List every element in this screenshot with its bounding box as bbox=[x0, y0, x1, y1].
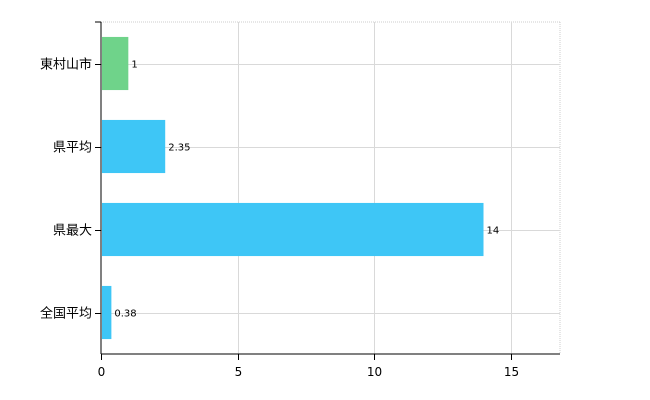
x-tick-label: 0 bbox=[98, 365, 106, 379]
data-label: 1 bbox=[131, 60, 137, 71]
gridlines bbox=[101, 21, 561, 354]
x-tick-label: 5 bbox=[235, 365, 243, 379]
tick-labels: 0 5 10 15 bbox=[95, 64, 519, 379]
bar bbox=[102, 36, 129, 91]
category-label: 県平均 bbox=[53, 141, 92, 156]
data-labels: 1 2.35 14 0.38 bbox=[114, 60, 499, 320]
axes bbox=[95, 21, 560, 355]
bar bbox=[102, 202, 484, 257]
data-label: 0.38 bbox=[114, 309, 136, 320]
bar bbox=[102, 285, 112, 340]
x-tick-label: 10 bbox=[367, 365, 382, 379]
data-label: 14 bbox=[487, 226, 500, 237]
category-label: 全国平均 bbox=[40, 306, 92, 322]
x-tick-label: 15 bbox=[504, 365, 519, 379]
category-label: 県最大 bbox=[53, 224, 92, 239]
bar bbox=[102, 119, 166, 174]
bars bbox=[102, 36, 484, 340]
category-label: 東村山市 bbox=[40, 57, 92, 73]
data-label: 2.35 bbox=[168, 143, 190, 154]
